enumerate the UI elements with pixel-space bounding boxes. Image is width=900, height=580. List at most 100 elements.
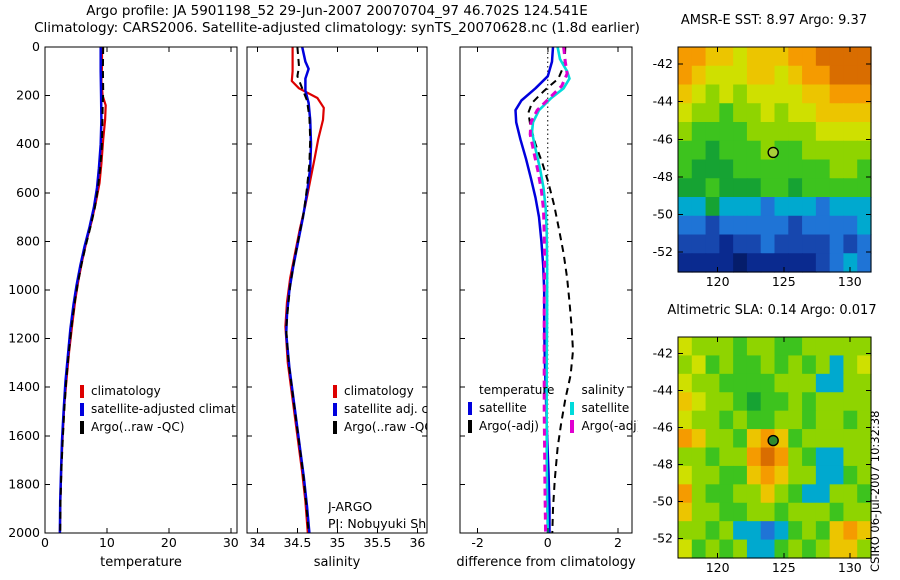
note-line: J-ARGO <box>328 499 373 514</box>
y-tick-label: -46 <box>653 420 673 435</box>
axis-ticks <box>44 46 237 534</box>
salinity_profile-panel: 34 34.5 35 35.5 36 salinity <box>246 46 428 570</box>
x-tick-label: 120 <box>706 274 730 289</box>
legend-label: climatology <box>344 384 414 398</box>
sla_map-panel: 120 125 130 -42 -44 -46 -48 -50 -52 <box>653 336 872 575</box>
series-salinity-satellite <box>530 46 571 534</box>
legend-label: satellite <box>479 401 527 415</box>
x-tick-label: 30 <box>223 535 239 550</box>
axis-ticks <box>678 337 871 558</box>
legend-item: satellite-adjusted climatology <box>80 400 236 418</box>
x-tick-label: 36 <box>409 535 425 550</box>
data-source-note: J-ARGO PI: Nobuyuki Shikama <box>328 498 427 532</box>
heatmap-cells <box>678 47 872 273</box>
argo-temp-swatch-icon <box>468 419 472 433</box>
x-tick-label: 130 <box>838 274 862 289</box>
y-tick-label: 1800 <box>8 476 40 491</box>
y-tick-label: -52 <box>653 531 673 546</box>
legend-label: Argo(..raw -QC) <box>91 420 185 434</box>
satellite-adj-swatch-icon <box>80 402 84 416</box>
legend-temperature-panel: climatology satellite-adjusted climatolo… <box>80 382 236 436</box>
x-tick-label: 125 <box>772 274 796 289</box>
x-tick-label: 34.5 <box>283 535 311 550</box>
legend-item: climatology <box>333 382 427 400</box>
series-satellite-adjusted-climatology <box>58 47 103 534</box>
legend-item: satellite adj. clim. <box>333 400 427 418</box>
y-tick-label: 1000 <box>8 282 40 297</box>
axes-box <box>677 46 872 273</box>
legend-group-header: temperature <box>479 383 555 397</box>
argo-swatch-icon <box>80 420 84 434</box>
y-tick-label: -42 <box>653 346 673 361</box>
x-tick-label: 0 <box>544 535 552 550</box>
axis-ticks <box>247 46 427 534</box>
axis-ticks <box>460 46 632 534</box>
series-climatology <box>284 47 325 534</box>
series-argo-raw-qc- <box>285 46 312 534</box>
y-tick-label: -44 <box>653 94 673 109</box>
legend-item: Argo(-adj) <box>570 417 638 435</box>
y-tick-label: -48 <box>653 457 673 472</box>
satellite-adj-swatch-icon <box>333 402 337 416</box>
y-tick-label: 1200 <box>8 331 40 346</box>
figure-title-line1: Argo profile: JA 5901198_52 29-Jun-2007 … <box>86 3 588 19</box>
y-tick-label: -46 <box>653 131 673 146</box>
temperature_profile-panel: 0 10 20 30 0 200 400 600 800 1000 1200 1400 1600 1800… <box>8 39 239 570</box>
sst_map-panel: 120 125 130 -42 -44 -46 -48 -50 -52 <box>653 46 872 289</box>
y-tick-label: -50 <box>653 207 673 222</box>
x-tick-label: 10 <box>99 535 115 550</box>
y-tick-label: -48 <box>653 169 673 184</box>
x-tick-label: 35 <box>329 535 345 550</box>
x-tick-label: 34 <box>249 535 265 550</box>
x-tick-label: 125 <box>772 560 796 575</box>
y-tick-label: 800 <box>16 233 40 248</box>
legend-label: climatology <box>91 384 161 398</box>
y-tick-label: 1600 <box>8 428 40 443</box>
legend-label: Argo(..raw -QC) <box>344 420 427 434</box>
y-tick-label: 400 <box>16 136 40 151</box>
heatmap-cells <box>678 337 872 559</box>
x-tick-label: 2 <box>614 535 622 550</box>
x-axis-label: temperature <box>100 555 182 570</box>
sla-map-title: Altimetric SLA: 0.14 Argo: 0.017 <box>667 303 877 318</box>
legend-label: Argo(-adj) <box>479 419 539 433</box>
x-axis-label: difference from climatology <box>456 555 636 570</box>
legend-salinity-column: salinity satellite Argo(-adj) <box>570 381 638 435</box>
legend-salinity-panel: climatology satellite adj. clim. Argo(..… <box>333 382 427 436</box>
legend-group-header: salinity <box>581 383 625 397</box>
y-tick-label: 0 <box>32 39 40 54</box>
x-axis-label: salinity <box>314 555 361 570</box>
y-tick-label: 600 <box>16 185 40 200</box>
climatology-swatch-icon <box>333 384 337 398</box>
legend-difference-panel: temperature satellite Argo(-adj) salinit… <box>468 381 638 435</box>
argo-swatch-icon <box>333 420 337 434</box>
x-tick-label: 0 <box>41 535 49 550</box>
series-salinity-argo-adj- <box>528 46 569 534</box>
legend-item: Argo(..raw -QC) <box>333 418 427 436</box>
note-line: PI: Nobuyuki Shikama <box>328 516 427 531</box>
legend-label: satellite-adjusted climatology <box>91 402 236 416</box>
y-tick-label: 2000 <box>8 525 40 540</box>
satellite-sal-swatch-icon <box>570 401 575 415</box>
y-tick-label: -44 <box>653 383 673 398</box>
x-tick-label: 120 <box>706 560 730 575</box>
legend-item: Argo(..raw -QC) <box>80 418 236 436</box>
legend-label: satellite <box>581 401 630 415</box>
y-tick-label: 200 <box>16 88 40 103</box>
series-temperature-argo-adj- <box>527 46 574 534</box>
argo-sal-swatch-icon <box>570 419 575 433</box>
y-tick-label: -50 <box>653 494 673 509</box>
argo-float-position-marker <box>767 434 779 447</box>
legend-item: Argo(-adj) <box>468 417 554 435</box>
y-tick-label: 1400 <box>8 379 40 394</box>
series-argo-raw-qc- <box>59 46 105 534</box>
x-tick-label: 130 <box>838 560 862 575</box>
x-tick-label: -2 <box>471 535 483 550</box>
x-tick-label: 20 <box>161 535 177 550</box>
series-climatology <box>58 47 107 534</box>
argo-float-position-marker <box>767 146 779 159</box>
legend-item: satellite <box>468 399 554 417</box>
x-tick-label: 35.5 <box>363 535 391 550</box>
